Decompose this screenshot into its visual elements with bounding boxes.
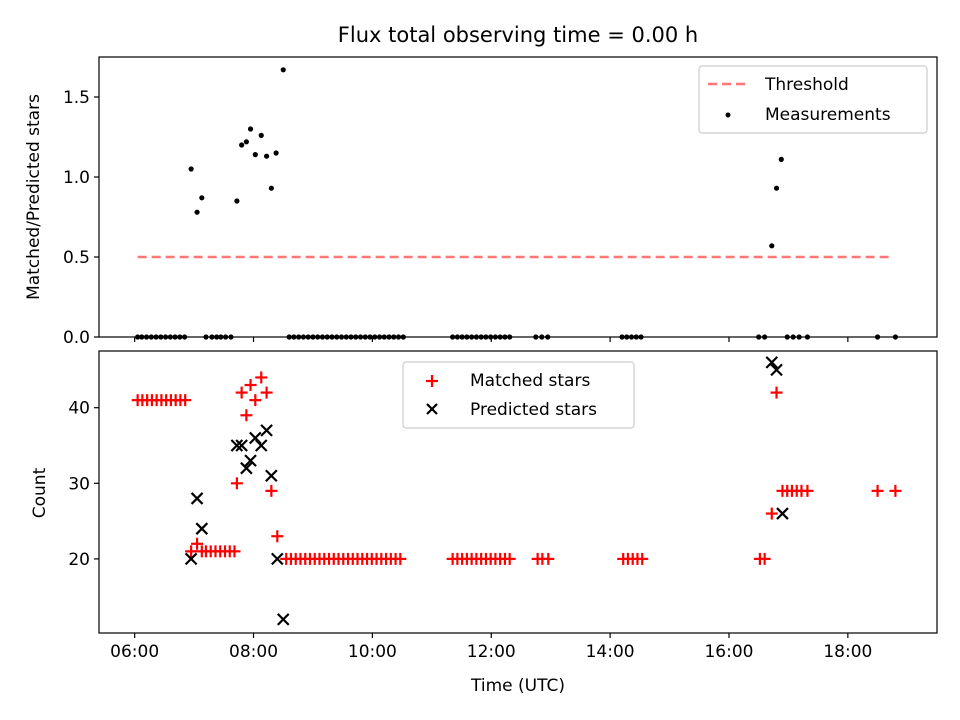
bottom-axes-frame <box>98 350 938 634</box>
matched-star-point <box>255 371 268 384</box>
predicted-star-point <box>240 461 253 475</box>
x-tick-label: 18:00 <box>823 642 872 662</box>
predicted-star-point <box>195 522 209 535</box>
x-tick-label: 12:00 <box>467 642 516 662</box>
bottom-y-axis-label: Count <box>30 467 50 518</box>
predicted-star-point <box>260 424 273 437</box>
y-tick-label: 20 <box>68 550 90 570</box>
bottom-plot-area <box>131 356 902 626</box>
bottom-x-ticks: 06:00 08:00 10:00 12:00 14:00 16:00 18:00 <box>110 633 872 662</box>
y-tick-label: 0.0 <box>63 328 90 348</box>
matched-star-point <box>758 552 771 565</box>
bottom-legend: Matched stars Predicted stars <box>402 361 635 429</box>
predicted-star-point <box>276 613 290 626</box>
bottom-legend-box <box>402 361 635 429</box>
bottom-x-axis-label: Time (UTC) <box>470 676 565 696</box>
measurement-point <box>778 156 784 162</box>
measurement-point <box>247 126 254 132</box>
measurement-point <box>234 198 240 204</box>
legend-threshold-label: Threshold <box>764 75 849 95</box>
matched-star-point <box>770 386 783 399</box>
predicted-star-point <box>776 507 789 520</box>
measurement-point <box>239 142 245 148</box>
top-y-ticks: 0.0 0.5 1.0 1.5 <box>63 88 99 348</box>
matched-star-point <box>230 477 243 490</box>
measurement-point <box>199 195 205 201</box>
predicted-star-point <box>235 439 248 452</box>
measurement-point <box>280 67 286 73</box>
matched-star-point <box>636 552 649 565</box>
chart-title: Flux total observing time = 0.00 h <box>338 23 698 47</box>
matched-star-point <box>240 409 253 422</box>
x-tick-label: 10:00 <box>348 642 397 662</box>
x-tick-label: 08:00 <box>229 642 278 662</box>
x-tick-label: 14:00 <box>586 642 635 662</box>
matched-star-point <box>185 545 198 558</box>
matched-star-point <box>765 507 778 520</box>
matched-star-point <box>542 552 555 565</box>
matched-star-point <box>871 484 884 497</box>
bottom-y-ticks: 20 30 40 <box>68 399 99 570</box>
measurement-point <box>773 185 780 191</box>
y-tick-label: 1.5 <box>63 88 90 108</box>
top-legend: Threshold Measurements <box>698 65 928 134</box>
legend-predicted-swatch <box>426 403 438 415</box>
matched-star-point <box>889 484 902 497</box>
matched-star-point <box>271 530 284 543</box>
top-legend-box <box>698 65 928 134</box>
measurement-point <box>194 209 200 215</box>
top-axes-frame <box>98 56 938 338</box>
y-tick-label: 40 <box>68 399 90 419</box>
matched-star-point <box>394 552 407 565</box>
y-tick-label: 0.5 <box>63 248 90 268</box>
legend-matched-swatch <box>426 375 438 387</box>
y-tick-label: 1.0 <box>63 168 90 188</box>
matched-star-point <box>179 394 192 407</box>
x-tick-label: 16:00 <box>704 642 753 662</box>
predicted-star-point <box>265 469 278 483</box>
measurement-point <box>252 152 258 158</box>
legend-predicted-label: Predicted stars <box>470 400 597 420</box>
predicted-star-point <box>770 363 783 377</box>
measurement-point <box>268 185 274 191</box>
matched-star-point <box>503 552 516 565</box>
matched-star-point <box>249 394 262 407</box>
predicted-star-point <box>184 552 198 566</box>
matched-star-point <box>228 545 241 558</box>
y-tick-label: 30 <box>68 474 90 494</box>
predicted-star-point <box>249 431 262 445</box>
matched-star-point <box>191 537 204 550</box>
measurement-point <box>769 243 775 249</box>
legend-measurements-label: Measurements <box>765 105 891 125</box>
x-tick-label: 06:00 <box>110 642 159 662</box>
measurement-point <box>273 150 279 156</box>
top-x-ticks <box>134 337 849 342</box>
predicted-star-point <box>190 492 204 505</box>
measurement-point <box>188 166 194 172</box>
predicted-star-point <box>765 356 779 369</box>
matched-star-point <box>801 484 814 497</box>
predicted-star-point <box>271 552 284 566</box>
predicted-star-point <box>244 454 257 467</box>
legend-measurements-swatch <box>725 112 731 118</box>
legend-matched-label: Matched stars <box>470 371 590 391</box>
top-panel: Flux total observing time = 0.00 h 0.00.… <box>24 23 938 348</box>
predicted-star-point <box>254 439 268 452</box>
matched-star-point <box>260 386 273 399</box>
matched-star-point <box>244 379 257 392</box>
matched-star-point <box>235 386 248 399</box>
matched-star-point <box>265 484 278 497</box>
bottom-panel: 20 30 40 06:00 08:00 10:00 12:00 14:00 16:00 18:… <box>30 350 938 696</box>
top-y-axis-label: Matched/Predicted stars <box>24 94 44 300</box>
measurement-point <box>264 153 270 159</box>
measurement-point <box>243 139 249 145</box>
top-plot-area <box>135 67 898 340</box>
predicted-star-point <box>230 439 244 452</box>
measurement-point <box>258 132 264 138</box>
